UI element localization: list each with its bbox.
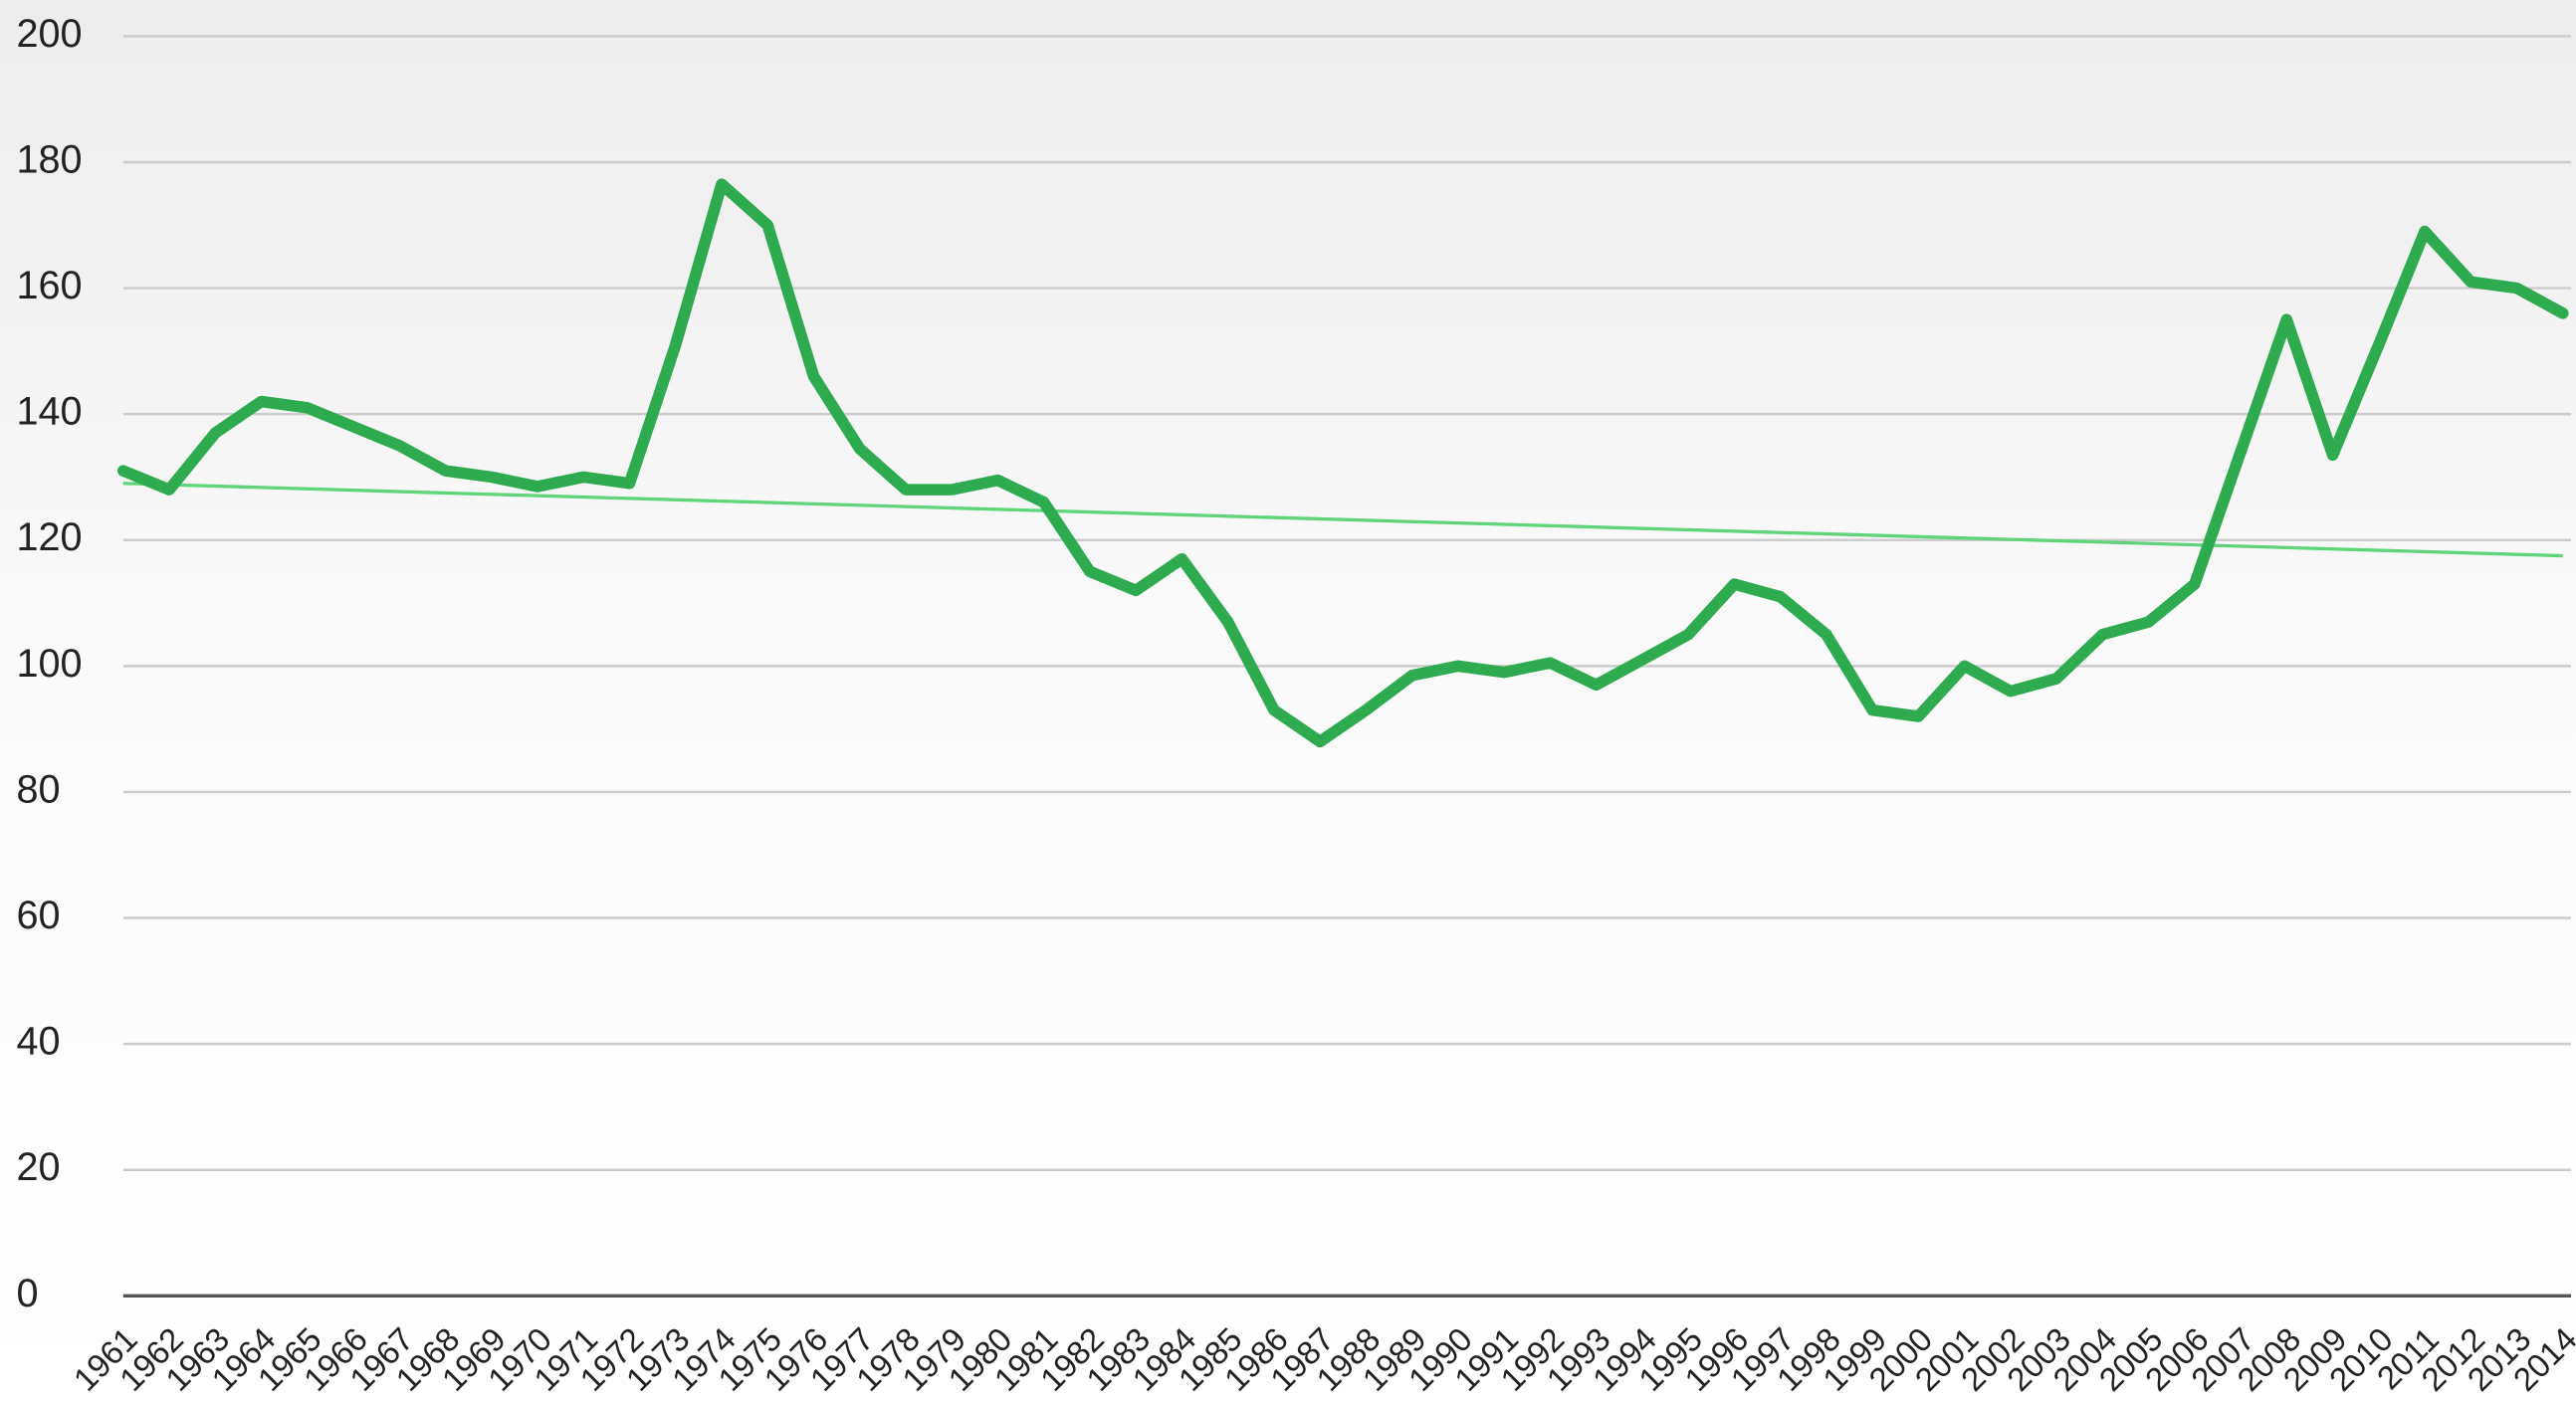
data-line [117,178,2569,748]
trend-line [122,482,2563,558]
y-tick-label: 160 [17,264,83,307]
y-tick-label: 0 [17,1272,39,1315]
y-tick-label: 40 [17,1020,61,1064]
y-tick-label: 180 [17,137,83,181]
y-tick-label: 140 [17,390,83,434]
y-tick-label: 100 [17,642,83,686]
y-tick-label: 60 [17,894,61,937]
y-tick-label: 80 [17,767,61,811]
y-tick-label: 120 [17,515,83,559]
y-tick-label: 200 [17,12,83,56]
y-tick-label: 20 [17,1145,61,1189]
